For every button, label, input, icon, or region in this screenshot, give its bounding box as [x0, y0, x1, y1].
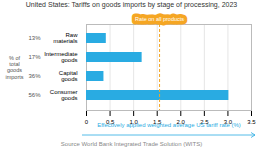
svg-text:56%: 56%	[28, 92, 41, 98]
svg-text:Effectively applied weighted a: Effectively applied weighted average US …	[97, 122, 241, 128]
svg-text:36%: 36%	[28, 73, 41, 79]
svg-text:Intermediategoods: Intermediategoods	[44, 51, 78, 63]
svg-text:Capitalgoods: Capitalgoods	[59, 70, 78, 82]
svg-text:Rawmaterials: Rawmaterials	[53, 32, 78, 44]
svg-text:13%: 13%	[28, 35, 41, 41]
svg-text:Rate on all products: Rate on all products	[135, 16, 184, 22]
svg-text:3.5: 3.5	[247, 119, 256, 125]
svg-text:Consumergoods: Consumergoods	[50, 89, 78, 101]
svg-text:% oftotalgoodsimports: % oftotalgoodsimports	[5, 55, 23, 79]
html-text:United States: Tariffs on good: United States: Tariffs on goods imports …	[25, 1, 238, 8]
svg-text:17%: 17%	[28, 54, 41, 60]
html-text:Source World Bank Integrated T: Source World Bank Integrated Trade Solut…	[60, 141, 203, 147]
svg-text:0: 0	[85, 119, 89, 125]
